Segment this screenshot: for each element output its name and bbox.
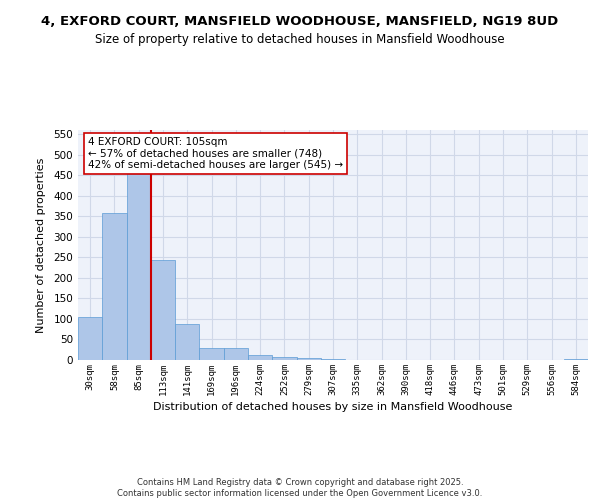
Text: Size of property relative to detached houses in Mansfield Woodhouse: Size of property relative to detached ho…	[95, 32, 505, 46]
Bar	[564, 359, 588, 360]
Text: 4 EXFORD COURT: 105sqm
← 57% of detached houses are smaller (748)
42% of semi-de: 4 EXFORD COURT: 105sqm ← 57% of detached…	[88, 137, 343, 170]
Bar	[224, 348, 248, 360]
Bar	[78, 318, 102, 360]
Bar	[175, 324, 199, 360]
Y-axis label: Number of detached properties: Number of detached properties	[37, 158, 46, 332]
Bar	[248, 354, 272, 360]
Bar	[199, 348, 224, 360]
Bar	[321, 359, 345, 360]
Bar	[102, 214, 127, 360]
Text: Contains HM Land Registry data © Crown copyright and database right 2025.
Contai: Contains HM Land Registry data © Crown c…	[118, 478, 482, 498]
Text: 4, EXFORD COURT, MANSFIELD WOODHOUSE, MANSFIELD, NG19 8UD: 4, EXFORD COURT, MANSFIELD WOODHOUSE, MA…	[41, 15, 559, 28]
Bar	[151, 260, 175, 360]
X-axis label: Distribution of detached houses by size in Mansfield Woodhouse: Distribution of detached houses by size …	[154, 402, 512, 412]
Bar	[296, 358, 321, 360]
Bar	[127, 172, 151, 360]
Bar	[272, 357, 296, 360]
